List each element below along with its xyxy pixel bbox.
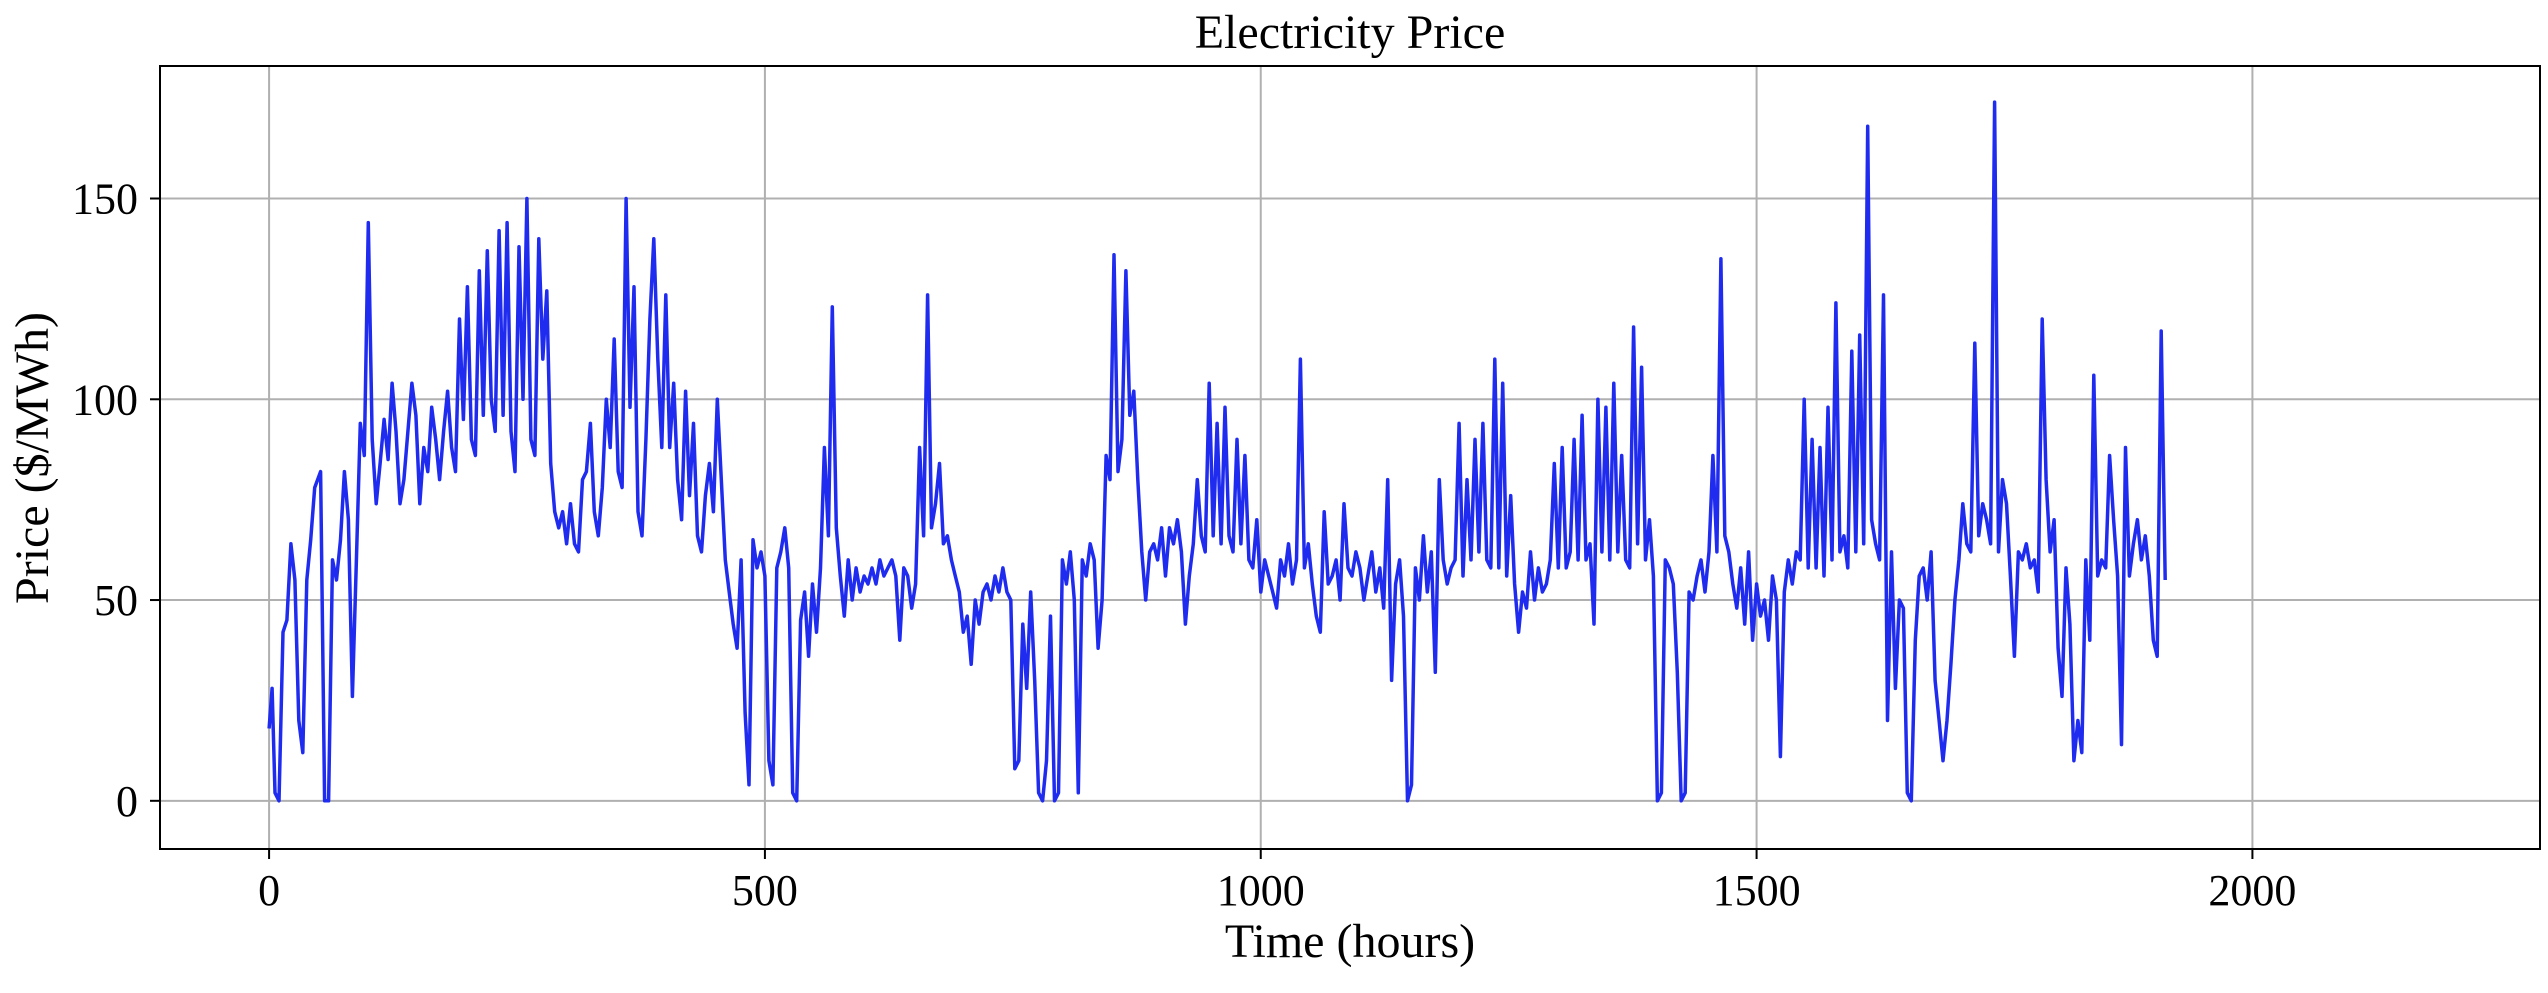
series-layer — [267, 100, 2167, 803]
y-tick-label: 150 — [72, 175, 138, 224]
x-tick-label: 500 — [732, 866, 798, 915]
grid-lines — [160, 66, 2540, 849]
x-axis-label: Time (hours) — [1225, 915, 1475, 968]
axis-ticks: 0 500 1000 1500 2000 0 50 100 150 — [72, 175, 2296, 915]
y-tick-label: 100 — [72, 375, 138, 424]
x-tick-label: 2000 — [2208, 866, 2296, 915]
y-tick-label: 0 — [116, 777, 138, 826]
x-tick-label: 1000 — [1217, 866, 1305, 915]
chart-title: Electricity Price — [1195, 6, 1506, 59]
y-axis-label: Price ($/MWh) — [6, 312, 59, 604]
x-tick-label: 0 — [258, 866, 280, 915]
x-tick-label: 1500 — [1713, 866, 1801, 915]
y-tick-label: 50 — [94, 576, 138, 625]
plot-frame — [159, 65, 2541, 850]
price-series-line — [267, 100, 2167, 803]
